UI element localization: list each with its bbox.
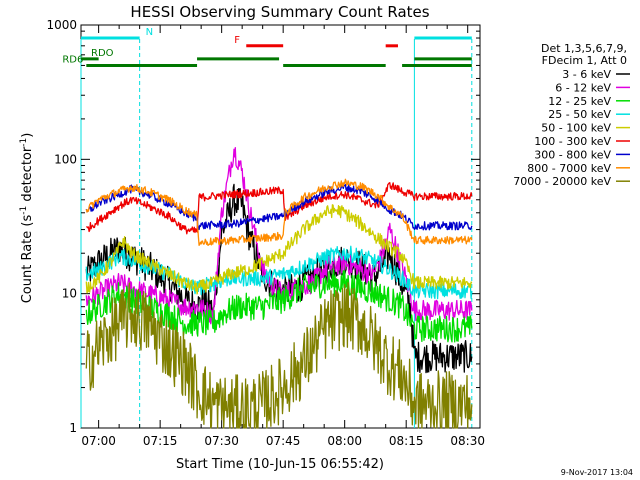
x-axis-label: Start Time (10-Jun-15 06:55:42) — [176, 457, 384, 472]
y-label-end: ) — [20, 133, 35, 138]
legend-header-1: FDecim 1, Att 0 — [542, 54, 627, 67]
legend-label: 25 - 50 keV — [548, 108, 611, 121]
y-tick-label: 100 — [54, 152, 77, 166]
series-line-25-50-kev — [85, 245, 473, 300]
series-line-300-800-kev — [85, 183, 473, 231]
series-line-100-300-kev — [85, 182, 473, 235]
legend-label: 800 - 7000 keV — [527, 162, 611, 175]
x-tick-label: 07:00 — [81, 434, 116, 448]
chart-title: HESSI Observing Summary Count Rates — [130, 3, 429, 21]
x-tick-label: 07:45 — [266, 434, 301, 448]
x-tick-label: 08:30 — [450, 434, 485, 448]
flag-label-rd6: RD6 — [62, 54, 83, 65]
legend-label: 50 - 100 keV — [541, 122, 611, 135]
y-label-main: Count Rate (s — [20, 215, 35, 304]
legend-label: 6 - 12 keV — [555, 81, 611, 94]
legend-label: 3 - 6 keV — [562, 68, 611, 81]
plot-area: 1 10 100 1000 07:00 07:15 07:30 07:45 08:00 08:15… — [46, 18, 485, 448]
y-tick-label: 10 — [62, 287, 77, 301]
svg-text:Count Rate (s-1 detector-1): Count Rate (s-1 detector-1) — [19, 133, 35, 304]
legend-label: 100 - 300 keV — [534, 135, 611, 148]
series-line-800-7000-kev — [85, 178, 473, 247]
y-axis-label: Count Rate (s-1 detector-1) — [19, 133, 35, 304]
y-label-sup2: -1 — [19, 138, 29, 147]
y-label-sup1: -1 — [19, 206, 29, 215]
legend: Det 1,3,5,6,7,9,FDecim 1, Att 03 - 6 keV… — [513, 42, 630, 188]
flag-label-rdo: RDO — [91, 48, 114, 59]
footer-timestamp: 9-Nov-2017 13:04 — [561, 468, 633, 477]
flag-label-f: F — [234, 35, 240, 46]
y-tick-label: 1000 — [46, 18, 77, 32]
legend-header-0: Det 1,3,5,6,7,9, — [541, 42, 627, 55]
x-tick-label: 08:15 — [389, 434, 424, 448]
x-tick-label: 07:30 — [204, 434, 239, 448]
legend-label: 12 - 25 keV — [548, 95, 611, 108]
series-line-6-12-kev — [85, 147, 473, 325]
y-label-mid: detector — [20, 146, 35, 206]
flag-label-n: N — [146, 27, 153, 38]
legend-label: 300 - 800 keV — [534, 148, 611, 161]
x-tick-label: 07:15 — [143, 434, 178, 448]
series-line-50-100-kev — [85, 204, 473, 295]
legend-label: 7000 - 20000 keV — [513, 175, 611, 188]
x-tick-label: 08:00 — [327, 434, 362, 448]
y-tick-label: 1 — [69, 421, 77, 435]
series-line-7000-20000-kev — [85, 282, 473, 429]
